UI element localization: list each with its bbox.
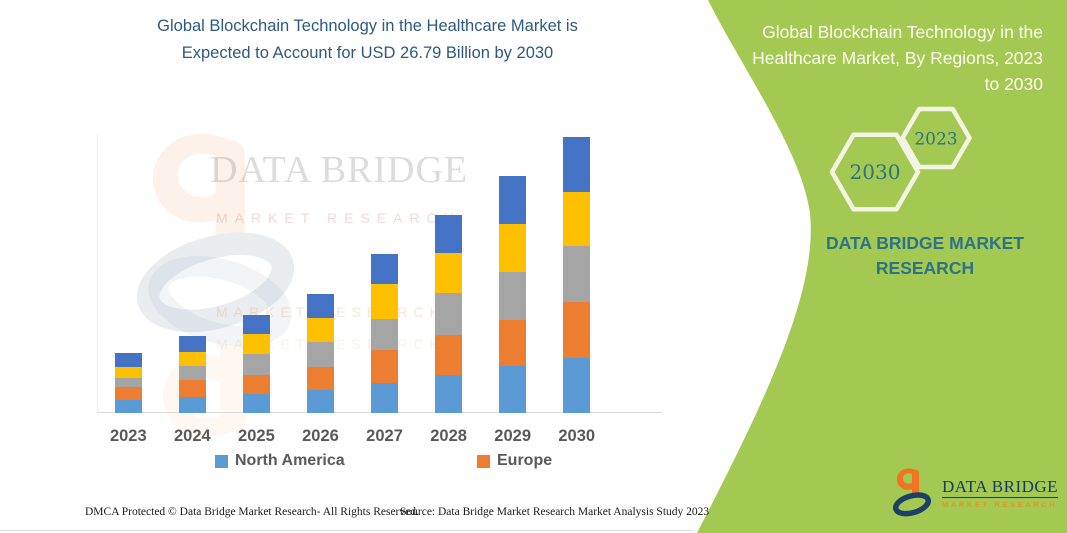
- hexagon-2030-label: 2030: [850, 160, 901, 184]
- footer-dmca-text: DMCA Protected © Data Bridge Market Rese…: [85, 506, 419, 518]
- bar-2028-segment-series4: [435, 253, 463, 293]
- panel-brand-text: DATA BRIDGE MARKET RESEARCH: [792, 231, 1058, 281]
- bar-2025-segment-series3: [242, 354, 270, 376]
- panel-title: Global Blockchain Technology in the Heal…: [713, 19, 1043, 97]
- bar-2027-segment-Europe: [371, 350, 399, 383]
- bar-2026-segment-North America: [306, 390, 334, 413]
- legend-label-north-america: North America: [235, 452, 345, 469]
- bar-2029-segment-series5: [499, 175, 527, 224]
- dbmr-logo-icon: [891, 467, 933, 519]
- bar-2030-segment-series5: [563, 137, 591, 192]
- bar-2023-segment-series4: [114, 367, 142, 379]
- dbmr-logo-sub: MARKET RESEARCH: [942, 500, 1058, 510]
- x-axis-label-2028: 2028: [430, 427, 467, 445]
- dbmr-logo-name: DATA BRIDGE: [942, 476, 1059, 496]
- bar-2029-segment-series3: [499, 271, 527, 320]
- bar-2026-segment-series4: [306, 318, 334, 342]
- bar-2030-segment-series3: [563, 245, 591, 302]
- chart-title: Global Blockchain Technology in the Heal…: [40, 13, 695, 67]
- bar-2029-segment-North America: [499, 366, 527, 413]
- bar-2030-segment-North America: [563, 357, 591, 413]
- bar-2024-segment-series4: [178, 352, 206, 366]
- bar-2023-segment-North America: [114, 400, 142, 413]
- bar-2024-segment-series3: [178, 366, 206, 381]
- panel-title-line2: Healthcare Market, By Regions, 2023: [752, 48, 1043, 68]
- panel-brand-line2: RESEARCH: [875, 258, 975, 278]
- chart-title-line1: Global Blockchain Technology in the Heal…: [157, 17, 578, 35]
- bar-2026-segment-series5: [306, 294, 334, 318]
- bar-2028-segment-series3: [435, 292, 463, 335]
- x-axis-label-2024: 2024: [174, 427, 211, 445]
- footer-source-text: Source: Data Bridge Market Research Mark…: [400, 506, 710, 518]
- bar-2023-segment-series5: [114, 353, 142, 368]
- x-axis-label-2027: 2027: [366, 427, 403, 445]
- hexagon-2030-icon: [829, 132, 921, 212]
- bar-2030-segment-series4: [563, 191, 591, 246]
- bar-2029-segment-series4: [499, 223, 527, 272]
- bar-2028-segment-North America: [435, 374, 463, 413]
- legend-label-europe: Europe: [497, 452, 553, 469]
- bar-2027-segment-North America: [371, 383, 399, 413]
- bar-2027-segment-series5: [371, 254, 399, 284]
- dbmr-logo-rule: [942, 496, 1059, 499]
- legend-item-europe: Europe: [477, 452, 552, 470]
- bar-2025-segment-Europe: [242, 375, 270, 395]
- bar-2023-segment-Europe: [114, 387, 142, 400]
- x-axis-label-2025: 2025: [238, 427, 275, 445]
- dbmr-logo: DATA BRIDGE MARKET RESEARCH: [891, 467, 1059, 519]
- bar-2029-segment-Europe: [499, 319, 527, 367]
- bar-2024-segment-series5: [178, 336, 206, 352]
- hexagon-2023-icon: [900, 106, 972, 170]
- hexagon-2023-label: 2023: [914, 130, 957, 150]
- bar-2030-segment-Europe: [563, 301, 591, 358]
- y-axis-line: [97, 135, 98, 412]
- legend-swatch-north-america: [215, 454, 228, 468]
- panel-title-line3: to 2030: [984, 74, 1043, 94]
- chart-title-line2: Expected to Account for USD 26.79 Billio…: [181, 44, 554, 62]
- bar-2028-segment-series5: [435, 214, 463, 253]
- legend-item-north-america: North America: [215, 452, 345, 470]
- bar-2027-segment-series4: [371, 284, 399, 320]
- panel-title-line1: Global Blockchain Technology in the: [762, 22, 1043, 42]
- x-axis-label-2030: 2030: [558, 427, 596, 445]
- bar-2027-segment-series3: [371, 319, 399, 351]
- bar-2026-segment-Europe: [306, 367, 334, 391]
- bar-2024-segment-Europe: [178, 380, 206, 398]
- footer-divider-line: [0, 530, 694, 531]
- bar-2025-segment-series5: [242, 315, 270, 335]
- x-axis-label-2026: 2026: [302, 427, 339, 445]
- bar-2026-segment-series3: [306, 342, 334, 368]
- x-axis-label-2023: 2023: [109, 427, 147, 445]
- bar-2023-segment-series3: [114, 378, 142, 388]
- legend-swatch-europe: [477, 454, 490, 468]
- bar-2024-segment-North America: [178, 397, 206, 413]
- x-axis-label-2029: 2029: [494, 427, 532, 445]
- panel-brand-line1: DATA BRIDGE MARKET: [826, 233, 1024, 253]
- bar-2025-segment-series4: [242, 334, 270, 355]
- year-hexagons: 2030 2023: [829, 106, 972, 212]
- dbmr-logo-text: DATA BRIDGE MARKET RESEARCH: [942, 476, 1059, 510]
- bar-2025-segment-North America: [242, 394, 270, 413]
- bar-2028-segment-Europe: [435, 335, 463, 375]
